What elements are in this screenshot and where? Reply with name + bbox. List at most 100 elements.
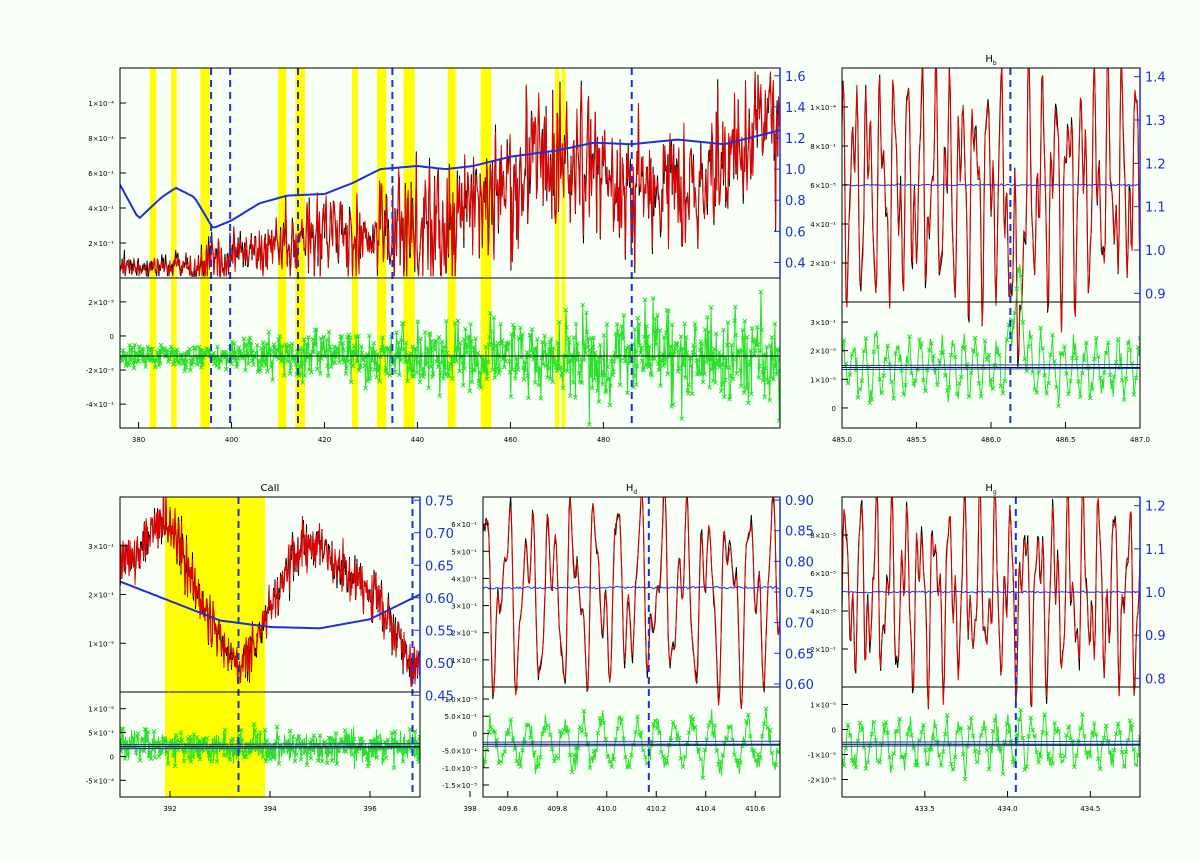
mask-band-11 xyxy=(561,68,566,428)
residual-tick-label: -5×10⁻⁴ xyxy=(86,777,114,785)
x-tick-label: 460 xyxy=(504,436,517,444)
continuum-tick-label: 1.6 xyxy=(785,70,806,85)
residual-tick-label: 0 xyxy=(832,727,836,735)
flux-tick-label: 2×10⁻¹ xyxy=(88,592,114,600)
x-tick-label: 380 xyxy=(132,436,145,444)
residual-envelope-upper xyxy=(120,743,420,746)
continuum-tick-label: 0.85 xyxy=(785,525,814,540)
continuum-line xyxy=(120,580,420,630)
x-tick-label: 409.8 xyxy=(547,805,567,813)
x-tick-label: 410.4 xyxy=(696,805,717,813)
residual-tick-label: 2×10⁻⁵ xyxy=(810,348,836,356)
continuum-tick-label: 0.90 xyxy=(785,494,814,509)
residual-envelope-lower xyxy=(120,747,420,750)
residual-tick-label: 1×10⁻⁵ xyxy=(810,376,836,384)
continuum-tick-label: 0.60 xyxy=(785,678,814,693)
panel-hd: 409.6 409.8 410.0 410.2 410.4 410.6 1×10⁻¹ 2×10… xyxy=(442,483,814,813)
continuum-tick-label: 1.0 xyxy=(1145,244,1166,259)
residual-tick-label: 0 xyxy=(110,753,114,761)
continuum-tick-label: 0.60 xyxy=(425,592,454,607)
flux-tick-label: 2×10⁻¹ xyxy=(810,646,836,654)
x-tick-label: 440 xyxy=(411,436,424,444)
residual-tick-label: -1.5×10⁻⁵ xyxy=(442,782,477,790)
flux-tick-label: 4×10⁻¹ xyxy=(810,221,836,229)
residual-tick-label: 0 xyxy=(110,333,114,341)
panel-title: CaII xyxy=(260,483,279,494)
residual-tick-label: -2×10⁻⁵ xyxy=(808,777,836,785)
x-tick-label: 410.0 xyxy=(597,805,617,813)
panel-hg: 433.5 434.0 434.5 2×10⁻¹ 4×10⁻⁵ 6×10⁻⁵ 8×10⁻⁵ -… xyxy=(808,483,1166,813)
continuum-tick-label: 1.2 xyxy=(1145,500,1166,515)
x-tick-label: 410.6 xyxy=(745,805,766,813)
flux-tick-label: 8×10⁻⁵ xyxy=(810,532,836,540)
panel-full: 380 400 420 440 460 480 2×10⁻¹ 4×10⁻¹ 6×10⁻¹ 8×10… xyxy=(86,67,806,444)
continuum-tick-label: 1.4 xyxy=(785,101,806,116)
residual-envelope-upper xyxy=(842,740,1140,743)
continuum-tick-label: 1.2 xyxy=(785,132,806,147)
x-tick-label: 486.0 xyxy=(981,436,1001,444)
observed-spectrum-line xyxy=(483,497,780,709)
continuum-tick-label: 0.65 xyxy=(425,559,454,574)
continuum-tick-label: 0.55 xyxy=(425,624,454,639)
residual-envelope-lower xyxy=(842,368,1140,371)
continuum-tick-label: 0.9 xyxy=(1145,287,1166,302)
continuum-tick-label: 1.3 xyxy=(1145,114,1166,129)
flux-tick-label: 2×10⁻¹ xyxy=(810,260,836,268)
mask-band-1 xyxy=(171,68,177,428)
x-tick-label: 420 xyxy=(318,436,331,444)
mask-band-0 xyxy=(149,68,157,428)
residual-tick-label: 5.0×10⁻¹ xyxy=(445,713,478,721)
continuum-tick-label: 1.2 xyxy=(1145,157,1166,172)
residual-line xyxy=(842,264,1140,406)
x-tick-label: 396 xyxy=(363,805,377,813)
continuum-tick-label: 0.45 xyxy=(425,689,454,704)
residual-tick-label: -1.0×10⁻⁵ xyxy=(442,765,477,773)
x-tick-label: 398 xyxy=(463,805,476,813)
continuum-tick-label: 0.8 xyxy=(1145,672,1166,687)
x-tick-label: 433.5 xyxy=(915,805,935,813)
residual-tick-label: -1×10⁻⁵ xyxy=(808,752,836,760)
flux-tick-label: 5×10⁻¹ xyxy=(451,548,477,556)
continuum-tick-label: 0.75 xyxy=(785,586,814,601)
continuum-line xyxy=(483,585,780,590)
flux-tick-label: 4×10⁻⁵ xyxy=(810,608,836,616)
x-tick-label: 485.0 xyxy=(832,436,852,444)
continuum-tick-label: 1.0 xyxy=(785,163,806,178)
continuum-tick-label: 0.70 xyxy=(785,617,814,632)
mask-band-10 xyxy=(555,68,560,428)
flux-tick-label: 1×10⁻⁵ xyxy=(88,640,114,648)
residual-line xyxy=(842,710,1140,780)
flux-tick-label: 1×10⁻¹ xyxy=(451,657,477,665)
continuum-tick-label: 1.0 xyxy=(1145,586,1166,601)
continuum-tick-label: 0.4 xyxy=(785,256,806,271)
residual-envelope-lower xyxy=(842,744,1140,747)
mask-band-6 xyxy=(377,68,387,428)
flux-tick-label: 6×10⁻¹ xyxy=(88,170,114,178)
model-spectrum-line xyxy=(483,497,780,709)
residual-tick-label: 3×10⁻¹ xyxy=(810,319,836,327)
continuum-tick-label: 0.80 xyxy=(785,555,814,570)
residual-tick-label: 2×10⁻⁵ xyxy=(88,299,114,307)
continuum-tick-label: 1.1 xyxy=(1145,543,1166,558)
residual-tick-label: 1×10⁻⁵ xyxy=(810,702,836,710)
flux-tick-label: 3×10⁻¹ xyxy=(451,603,477,611)
residual-envelope-upper xyxy=(842,364,1140,367)
flux-tick-label: 2×10⁻¹ xyxy=(88,240,114,248)
flux-tick-label: 4×10⁻¹ xyxy=(451,575,477,583)
flux-tick-label: 6×10⁻¹ xyxy=(451,521,477,529)
residual-tick-label: 0 xyxy=(832,405,836,413)
residual-tick-label: 5×10⁻¹ xyxy=(88,730,114,738)
continuum-line xyxy=(842,183,1140,187)
panel-title: Hb xyxy=(985,54,997,67)
residual-points xyxy=(483,706,780,781)
panel-title: Hg xyxy=(985,483,997,496)
residual-tick-label: -5.0×10⁻¹ xyxy=(442,748,477,756)
x-tick-label: 409.6 xyxy=(498,805,519,813)
residual-tick-label: 1.0×10⁻⁵ xyxy=(445,696,478,704)
flux-tick-label: 6×10⁻⁵ xyxy=(810,182,836,190)
flux-tick-label: 4×10⁻¹ xyxy=(88,205,114,213)
continuum-tick-label: 0.75 xyxy=(425,494,454,509)
residual-tick-label: -2×10⁻⁵ xyxy=(86,367,114,375)
mask-band-4 xyxy=(295,68,305,428)
